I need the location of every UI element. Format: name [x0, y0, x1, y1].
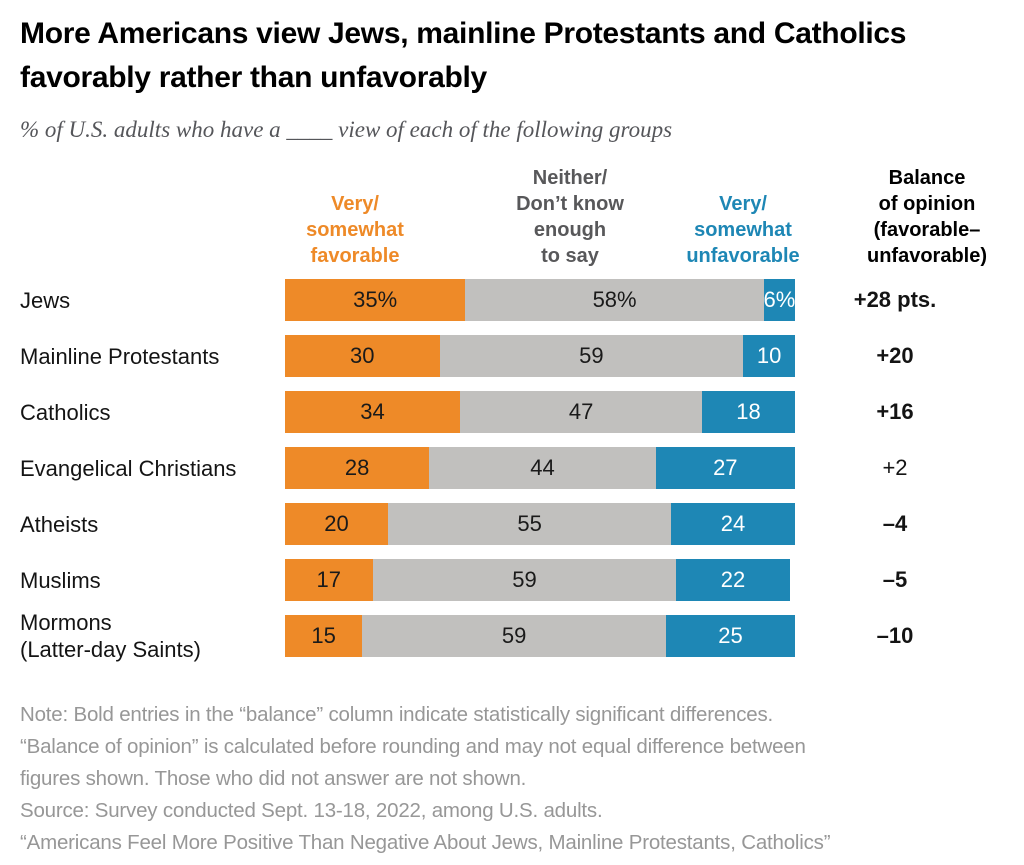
bar-track: 20 55 24 — [285, 503, 800, 545]
bar-segment-neither: 47 — [460, 391, 703, 433]
bar-value-label: 58% — [592, 287, 637, 312]
category-label: Mainline Protestants — [20, 343, 220, 369]
category-label: Atheists — [20, 511, 99, 537]
bar-segment-neither: 59 — [372, 559, 677, 601]
legend-unfavorable: Very/ somewhat unfavorable — [686, 193, 800, 267]
bar-track: 28 44 27 — [285, 447, 800, 489]
bar-track: 30 59 10 — [285, 335, 800, 377]
chart-row: Mormons (Latter-day Saints) 15 59 25 –10 — [20, 610, 1004, 662]
bar-segment-unfavorable: 6% — [763, 279, 796, 321]
bar-value-label: 59 — [579, 343, 604, 368]
bar-segment-neither: 58% — [465, 279, 764, 321]
legend-neither: Neither/ Don’t know enough to say — [516, 167, 624, 267]
bar-segment-favorable: 30 — [285, 335, 440, 377]
category-label: Jews — [20, 287, 71, 313]
bar-segment-unfavorable: 22 — [676, 559, 790, 601]
footer-note-line: Note: Bold entries in the “balance” colu… — [20, 703, 774, 726]
bar-value-label: 34 — [360, 399, 385, 424]
balance-value: –5 — [882, 567, 908, 592]
bar-segment-unfavorable: 10 — [743, 335, 795, 377]
chart-row: Mainline Protestants 30 59 10 +20 — [20, 335, 1004, 377]
bar-value-label: 28 — [344, 455, 370, 480]
footer-note-line: Source: Survey conducted Sept. 13-18, 20… — [20, 799, 603, 822]
balance-value: +20 — [876, 343, 914, 368]
bar-value-label: 44 — [530, 455, 555, 480]
bar-track: 35% 58% 6% — [285, 279, 800, 321]
balance-value: +16 — [876, 399, 914, 424]
balance-value: –10 — [876, 623, 914, 648]
footer-note-line: figures shown. Those who did not answer … — [20, 767, 527, 790]
chart-row: Evangelical Christians 28 44 27 +2 — [20, 447, 1004, 489]
bar-track: 34 47 18 — [285, 391, 800, 433]
chart-row: Atheists 20 55 24 –4 — [20, 503, 1004, 545]
balance-value: –4 — [882, 511, 908, 536]
balance-column-header: Balance of opinion (favorable– unfavorab… — [866, 167, 988, 267]
bar-segment-favorable: 35% — [285, 279, 466, 321]
bar-segment-unfavorable: 24 — [671, 503, 795, 545]
bar-segment-neither: 55 — [388, 503, 672, 545]
bar-value-label: 59 — [501, 623, 527, 648]
balance-value: +2 — [882, 455, 908, 480]
chart-footer-notes: Note: Bold entries in the “balance” colu… — [20, 699, 1004, 859]
bar-value-label: 15 — [311, 623, 336, 648]
chart-row: Muslims 17 59 22 –5 — [20, 559, 1004, 601]
bar-value-label: 17 — [316, 567, 342, 592]
bar-value-label: 25 — [718, 623, 743, 648]
bar-value-label: 6% — [763, 287, 796, 312]
category-label: Evangelical Christians — [20, 455, 237, 481]
bar-value-label: 47 — [568, 399, 594, 424]
bar-value-label: 35% — [353, 287, 398, 312]
legend-favorable: Very/ somewhat favorable — [306, 193, 404, 267]
bar-value-label: 24 — [720, 511, 746, 536]
bar-value-label: 30 — [350, 343, 375, 368]
bar-value-label: 20 — [324, 511, 349, 536]
category-label: Muslims — [20, 567, 101, 593]
bar-segment-favorable: 28 — [285, 447, 430, 489]
bar-value-label: 59 — [512, 567, 537, 592]
bar-value-label: 10 — [756, 343, 782, 368]
category-label: Mormons (Latter-day Saints) — [20, 610, 201, 662]
balance-value: +28 pts. — [853, 287, 937, 312]
column-headers: Very/ somewhat favorable Neither/ Don’t … — [20, 151, 1004, 273]
bar-segment-neither: 44 — [429, 447, 656, 489]
chart-row: Catholics 34 47 18 +16 — [20, 391, 1004, 433]
bar-track: 17 59 22 — [285, 559, 800, 601]
bar-segment-neither: 59 — [439, 335, 744, 377]
footer-note-line: “Americans Feel More Positive Than Negat… — [20, 831, 831, 854]
bar-segment-favorable: 17 — [285, 559, 373, 601]
bar-segment-favorable: 20 — [285, 503, 388, 545]
category-label: Catholics — [20, 399, 111, 425]
bar-segment-favorable: 34 — [285, 391, 461, 433]
bar-value-label: 27 — [713, 455, 738, 480]
bar-segment-neither: 59 — [362, 615, 667, 657]
bar-value-label: 22 — [720, 567, 746, 592]
bar-segment-favorable: 15 — [285, 615, 363, 657]
footer-note-line: “Balance of opinion” is calculated befor… — [20, 735, 806, 758]
page-title: More Americans view Jews, mainline Prote… — [20, 17, 907, 94]
bar-track: 15 59 25 — [285, 615, 800, 657]
stacked-bar-chart: Jews 35% 58% 6% +28 pts. Mainline Protestants… — [20, 279, 1004, 662]
chart-subtitle: % of U.S. adults who have a ____ view of… — [20, 117, 673, 142]
bar-segment-unfavorable: 18 — [702, 391, 795, 433]
bar-value-label: 55 — [517, 511, 542, 536]
bar-segment-unfavorable: 27 — [655, 447, 795, 489]
bar-value-label: 18 — [736, 399, 761, 424]
chart-row: Jews 35% 58% 6% +28 pts. — [20, 279, 1004, 321]
bar-segment-unfavorable: 25 — [666, 615, 795, 657]
